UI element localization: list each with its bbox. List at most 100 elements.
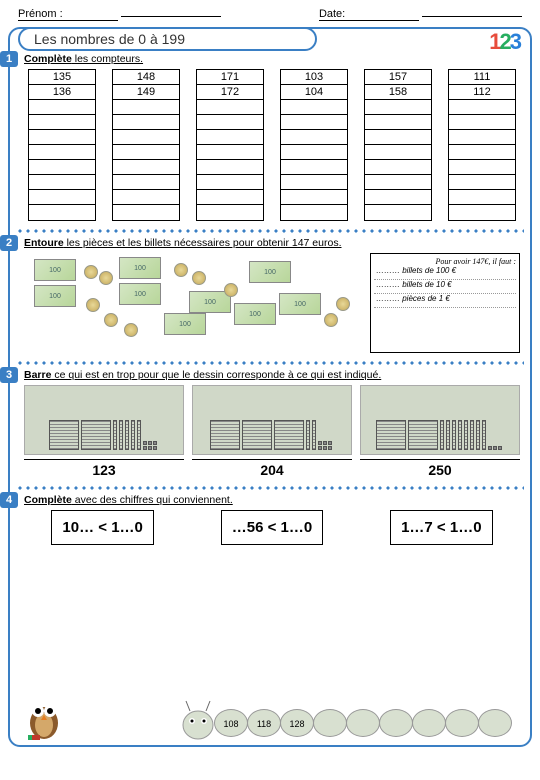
counter-cell[interactable] bbox=[449, 160, 515, 175]
counter-column[interactable]: 135136 bbox=[28, 69, 96, 221]
counter-cell[interactable] bbox=[29, 115, 95, 130]
compare-box[interactable]: 1…7 < 1…0 bbox=[390, 510, 492, 545]
counter-column[interactable]: 148149 bbox=[112, 69, 180, 221]
baseten-group[interactable]: 250 bbox=[360, 385, 520, 478]
counter-cell[interactable]: 136 bbox=[29, 85, 95, 100]
counter-cell[interactable]: 135 bbox=[29, 70, 95, 85]
coin-icon[interactable] bbox=[99, 271, 113, 285]
counter-cell[interactable] bbox=[113, 205, 179, 220]
coin-icon[interactable] bbox=[84, 265, 98, 279]
answer-line[interactable]: ……… pièces de 1 € bbox=[374, 294, 516, 308]
counter-cell[interactable] bbox=[281, 100, 347, 115]
counter-cell[interactable] bbox=[113, 160, 179, 175]
coin-icon[interactable] bbox=[192, 271, 206, 285]
banknote-icon[interactable]: 100 bbox=[34, 259, 76, 281]
counter-cell[interactable]: 149 bbox=[113, 85, 179, 100]
banknote-icon[interactable]: 100 bbox=[119, 283, 161, 305]
counter-cell[interactable] bbox=[113, 130, 179, 145]
counter-column[interactable]: 111112 bbox=[448, 69, 516, 221]
caterpillar-segment[interactable] bbox=[379, 709, 413, 737]
date-field[interactable] bbox=[422, 16, 522, 17]
prename-field[interactable] bbox=[121, 16, 221, 17]
counter-cell[interactable] bbox=[365, 190, 431, 205]
counter-cell[interactable] bbox=[29, 205, 95, 220]
counter-cell[interactable] bbox=[449, 145, 515, 160]
coin-icon[interactable] bbox=[224, 283, 238, 297]
baseten-group[interactable]: 123 bbox=[24, 385, 184, 478]
banknote-icon[interactable]: 100 bbox=[279, 293, 321, 315]
counter-cell[interactable] bbox=[197, 145, 263, 160]
counter-cell[interactable] bbox=[365, 115, 431, 130]
counter-cell[interactable] bbox=[449, 115, 515, 130]
counter-cell[interactable]: 103 bbox=[281, 70, 347, 85]
banknote-icon[interactable]: 100 bbox=[234, 303, 276, 325]
counter-cell[interactable] bbox=[449, 175, 515, 190]
counter-cell[interactable] bbox=[197, 100, 263, 115]
baseten-group[interactable]: 204 bbox=[192, 385, 352, 478]
counter-column[interactable]: 157158 bbox=[364, 69, 432, 221]
counter-cell[interactable] bbox=[365, 205, 431, 220]
counter-column[interactable]: 103104 bbox=[280, 69, 348, 221]
counter-cell[interactable] bbox=[449, 100, 515, 115]
counter-cell[interactable] bbox=[365, 130, 431, 145]
caterpillar-segment[interactable] bbox=[445, 709, 479, 737]
counter-cell[interactable] bbox=[449, 205, 515, 220]
counter-cell[interactable] bbox=[281, 160, 347, 175]
counter-cell[interactable] bbox=[29, 130, 95, 145]
counter-cell[interactable]: 104 bbox=[281, 85, 347, 100]
counter-cell[interactable] bbox=[365, 175, 431, 190]
caterpillar-segment[interactable] bbox=[478, 709, 512, 737]
counter-cell[interactable] bbox=[197, 160, 263, 175]
counter-cell[interactable] bbox=[281, 175, 347, 190]
counter-cell[interactable] bbox=[197, 130, 263, 145]
banknote-icon[interactable]: 100 bbox=[249, 261, 291, 283]
caterpillar-segment[interactable] bbox=[412, 709, 446, 737]
compare-box[interactable]: 10… < 1…0 bbox=[51, 510, 153, 545]
caterpillar-segment[interactable]: 128 bbox=[280, 709, 314, 737]
counter-cell[interactable]: 172 bbox=[197, 85, 263, 100]
answer-line[interactable]: ……… billets de 10 € bbox=[374, 280, 516, 294]
counter-cell[interactable] bbox=[197, 115, 263, 130]
counter-cell[interactable] bbox=[281, 130, 347, 145]
counter-cell[interactable] bbox=[197, 190, 263, 205]
compare-box[interactable]: …56 < 1…0 bbox=[221, 510, 323, 545]
counter-cell[interactable]: 148 bbox=[113, 70, 179, 85]
caterpillar-segment[interactable]: 108 bbox=[214, 709, 248, 737]
coin-icon[interactable] bbox=[324, 313, 338, 327]
coin-icon[interactable] bbox=[86, 298, 100, 312]
counter-cell[interactable] bbox=[29, 175, 95, 190]
counter-cell[interactable]: 171 bbox=[197, 70, 263, 85]
counter-cell[interactable] bbox=[113, 175, 179, 190]
coin-icon[interactable] bbox=[174, 263, 188, 277]
coin-icon[interactable] bbox=[104, 313, 118, 327]
counter-cell[interactable] bbox=[113, 100, 179, 115]
counter-cell[interactable] bbox=[281, 115, 347, 130]
counter-cell[interactable] bbox=[449, 190, 515, 205]
counter-cell[interactable] bbox=[29, 100, 95, 115]
banknote-icon[interactable]: 100 bbox=[164, 313, 206, 335]
counter-cell[interactable] bbox=[113, 190, 179, 205]
counter-cell[interactable] bbox=[281, 190, 347, 205]
counter-cell[interactable] bbox=[365, 145, 431, 160]
coin-icon[interactable] bbox=[124, 323, 138, 337]
counter-cell[interactable] bbox=[281, 205, 347, 220]
counter-cell[interactable] bbox=[113, 115, 179, 130]
caterpillar-segment[interactable] bbox=[346, 709, 380, 737]
counter-cell[interactable]: 158 bbox=[365, 85, 431, 100]
money-scatter[interactable]: 100100100100100100100100100 bbox=[24, 253, 362, 353]
caterpillar-segment[interactable]: 118 bbox=[247, 709, 281, 737]
counter-cell[interactable] bbox=[449, 130, 515, 145]
caterpillar-segment[interactable] bbox=[313, 709, 347, 737]
counter-cell[interactable] bbox=[197, 175, 263, 190]
coin-icon[interactable] bbox=[336, 297, 350, 311]
banknote-icon[interactable]: 100 bbox=[34, 285, 76, 307]
banknote-icon[interactable]: 100 bbox=[119, 257, 161, 279]
counter-cell[interactable] bbox=[197, 205, 263, 220]
counter-cell[interactable] bbox=[281, 145, 347, 160]
counter-cell[interactable] bbox=[29, 145, 95, 160]
answer-line[interactable]: ……… billets de 100 € bbox=[374, 266, 516, 280]
counter-cell[interactable] bbox=[113, 145, 179, 160]
counter-cell[interactable] bbox=[29, 160, 95, 175]
counter-cell[interactable]: 111 bbox=[449, 70, 515, 85]
counter-cell[interactable] bbox=[365, 100, 431, 115]
